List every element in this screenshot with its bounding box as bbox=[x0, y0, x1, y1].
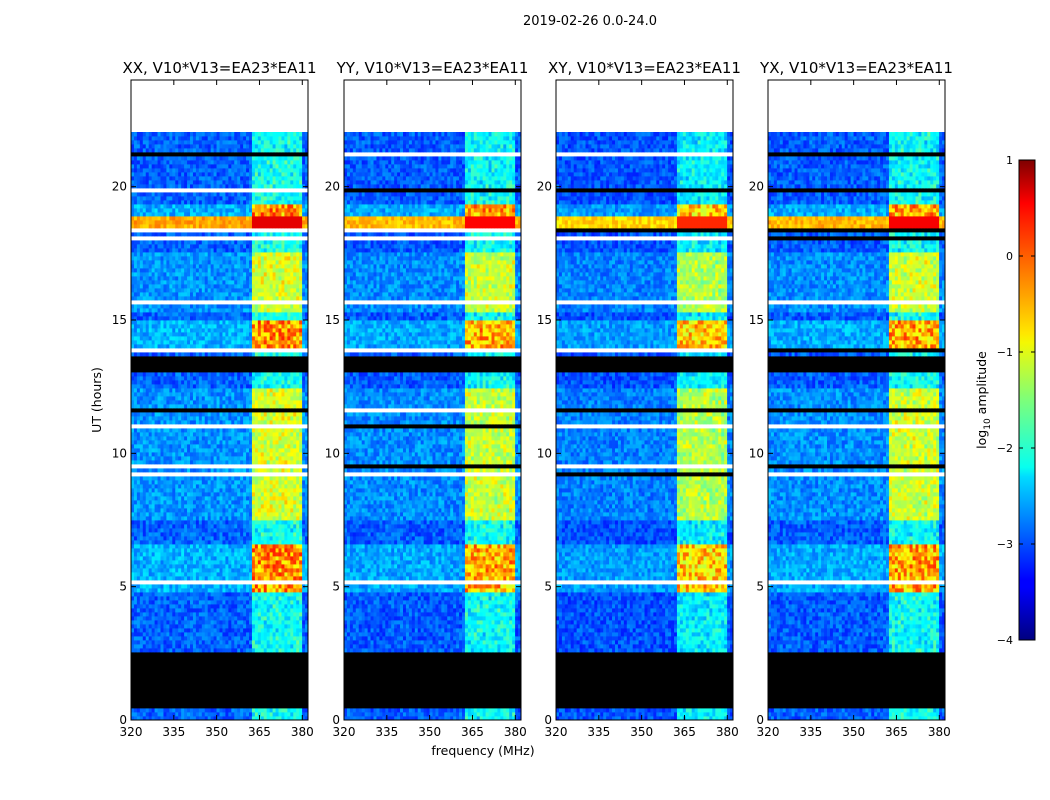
x-tick-label: 380 bbox=[928, 725, 951, 739]
panel-1: XX, V10*V13=EA23*EA11 320 335 350 365 380 0 5 10… bbox=[112, 59, 317, 739]
x-tick-label: 350 bbox=[418, 725, 441, 739]
x-tick-label: 335 bbox=[162, 725, 185, 739]
figure-suptitle: 2019-02-26 0.0-24.0 bbox=[0, 14, 1050, 29]
x-tick-label: 320 bbox=[545, 725, 568, 739]
panel-heatmap bbox=[131, 132, 309, 721]
x-tick-label: 380 bbox=[716, 725, 739, 739]
y-tick-label: 10 bbox=[749, 446, 764, 460]
y-tick-label: 0 bbox=[544, 713, 552, 727]
panel-title: XY, V10*V13=EA23*EA11 bbox=[548, 59, 741, 77]
x-tick-label: 380 bbox=[504, 725, 527, 739]
panel-heatmap bbox=[556, 132, 734, 721]
panel-heatmap bbox=[768, 132, 946, 721]
colorbar-tick-label: −1 bbox=[997, 346, 1013, 359]
y-tick-label: 20 bbox=[325, 180, 340, 194]
x-tick-label: 365 bbox=[885, 725, 908, 739]
x-tick-label: 320 bbox=[757, 725, 780, 739]
x-tick-label: 350 bbox=[842, 725, 865, 739]
y-tick-label: 20 bbox=[749, 180, 764, 194]
panels-layer: XX, V10*V13=EA23*EA11 320 335 350 365 380 0 5 10… bbox=[112, 59, 953, 739]
colorbar-tick-label: −4 bbox=[997, 634, 1013, 647]
y-tick-label: 5 bbox=[332, 580, 340, 594]
y-tick-label: 0 bbox=[119, 713, 127, 727]
colorbar-label: log10 amplitude bbox=[974, 351, 993, 449]
y-tick-label: 15 bbox=[112, 313, 127, 327]
x-tick-label: 320 bbox=[120, 725, 143, 739]
colorbar-tick-label: 0 bbox=[1006, 250, 1013, 263]
panel-heatmap bbox=[344, 132, 522, 721]
panel-frame bbox=[130, 79, 309, 721]
panel-2: YY, V10*V13=EA23*EA11 320 335 350 365 380 0 5 10… bbox=[325, 59, 529, 739]
panel-title: XX, V10*V13=EA23*EA11 bbox=[122, 59, 316, 77]
x-tick-label: 350 bbox=[630, 725, 653, 739]
y-tick-label: 15 bbox=[325, 313, 340, 327]
y-tick-label: 0 bbox=[332, 713, 340, 727]
colorbar-tick-label: 1 bbox=[1006, 154, 1013, 167]
y-tick-label: 5 bbox=[119, 580, 127, 594]
colorbar-tick-label: −2 bbox=[997, 442, 1013, 455]
x-tick-label: 335 bbox=[587, 725, 610, 739]
y-tick-label: 10 bbox=[325, 446, 340, 460]
colorbar: 1 0 −1 −2 −3 −4 log10 amplitude bbox=[974, 154, 1036, 647]
panel-frame bbox=[767, 79, 946, 721]
x-tick-label: 335 bbox=[375, 725, 398, 739]
y-tick-label: 20 bbox=[112, 180, 127, 194]
x-tick-label: 335 bbox=[799, 725, 822, 739]
panel-title: YY, V10*V13=EA23*EA11 bbox=[336, 59, 529, 77]
y-tick-label: 15 bbox=[537, 313, 552, 327]
y-tick-label: 0 bbox=[756, 713, 764, 727]
y-axis-label: UT (hours) bbox=[89, 367, 104, 433]
x-tick-label: 320 bbox=[333, 725, 356, 739]
y-tick-label: 20 bbox=[537, 180, 552, 194]
y-tick-label: 15 bbox=[749, 313, 764, 327]
y-tick-label: 10 bbox=[112, 446, 127, 460]
colorbar-ticks: 1 0 −1 −2 −3 −4 bbox=[997, 154, 1035, 647]
x-tick-label: 350 bbox=[205, 725, 228, 739]
colorbar-gradient bbox=[1018, 159, 1036, 641]
x-tick-label: 365 bbox=[673, 725, 696, 739]
panel-title: YX, V10*V13=EA23*EA11 bbox=[759, 59, 953, 77]
colorbar-tick-label: −3 bbox=[997, 538, 1013, 551]
panel-4: YX, V10*V13=EA23*EA11 320 335 350 365 380 0 5 10… bbox=[749, 59, 953, 739]
panel-frame bbox=[555, 79, 734, 721]
x-tick-label: 365 bbox=[248, 725, 271, 739]
y-tick-label: 10 bbox=[537, 446, 552, 460]
y-tick-label: 5 bbox=[756, 580, 764, 594]
panel-3: XY, V10*V13=EA23*EA11 320 335 350 365 380 0 5 10… bbox=[537, 59, 741, 739]
y-tick-label: 5 bbox=[544, 580, 552, 594]
x-axis-label: frequency (MHz) bbox=[431, 743, 534, 758]
panel-frame bbox=[343, 79, 522, 721]
x-tick-label: 380 bbox=[291, 725, 314, 739]
x-tick-label: 365 bbox=[461, 725, 484, 739]
